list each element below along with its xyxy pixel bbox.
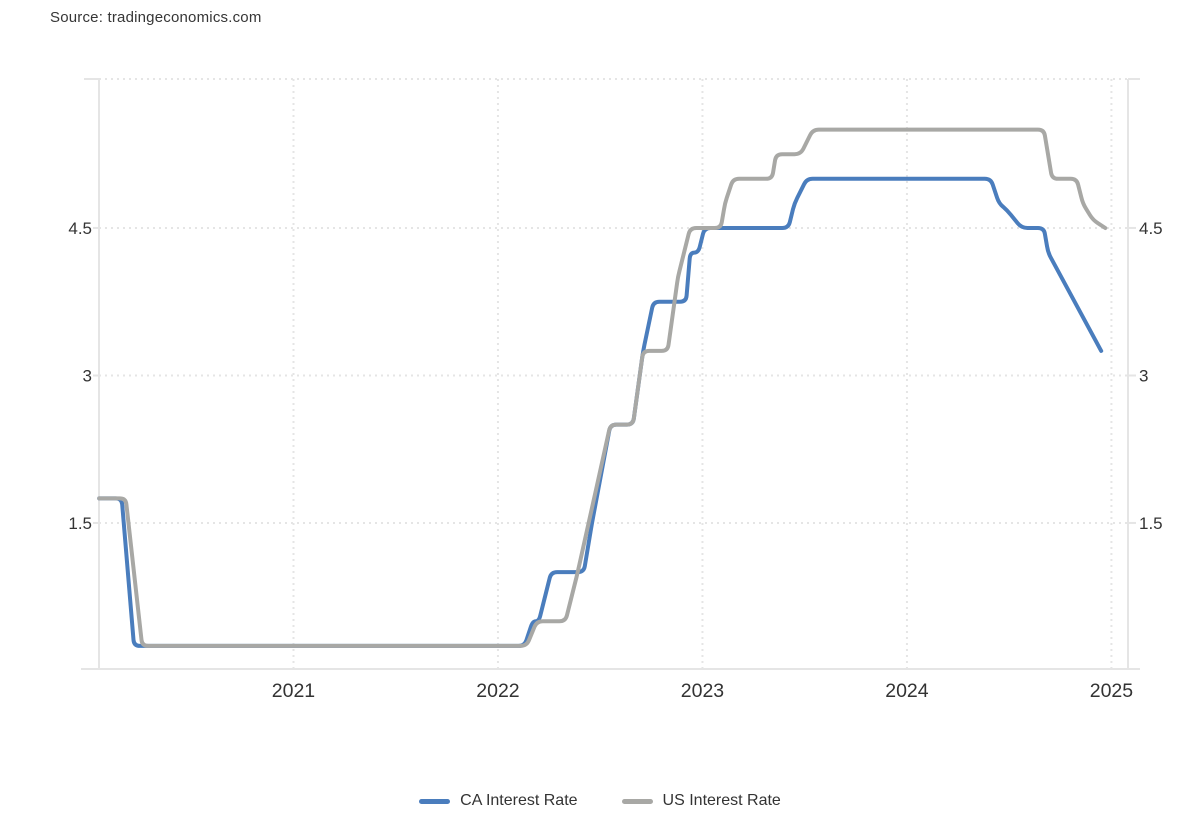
y-axis-label-left-1.5: 1.5 (68, 514, 92, 533)
us-series-legend-label: US Interest Rate (662, 792, 781, 809)
source-label: Source: tradingeconomics.com (50, 9, 262, 26)
y-axis-label-right-4.5: 4.5 (1139, 219, 1163, 238)
ca-series-line-marker (419, 798, 451, 804)
y-axis-label-right-1.5: 1.5 (1139, 514, 1163, 533)
legend-item-ca-interest-rate[interactable]: CA Interest Rate (419, 792, 578, 810)
legend-item-us-interest-rate[interactable]: US Interest Rate (621, 792, 781, 810)
x-axis-label-2022: 2022 (476, 680, 519, 702)
x-axis-label-2023: 2023 (681, 680, 724, 702)
y-axis-label-left-3: 3 (83, 366, 92, 385)
y-axis-label-right-3: 3 (1139, 366, 1148, 385)
interest-rate-chart-plot: 1.5 1.5 3 3 4.5 4.5 2021 2022 2023 2024 2025 (68, 78, 1163, 702)
ca-series-legend-label: CA Interest Rate (460, 792, 578, 809)
us-series-line-marker (621, 798, 653, 804)
series-line-ca-interest-rate (97, 176, 1104, 648)
x-axis-label-2024: 2024 (885, 680, 929, 702)
chart-legend: CA Interest Rate US Interest Rate (0, 792, 1200, 810)
x-axis-label-2021: 2021 (272, 680, 315, 702)
series-line-us-interest-rate (97, 127, 1108, 648)
x-axis-label-2025: 2025 (1090, 680, 1134, 702)
y-axis-label-left-4.5: 4.5 (68, 219, 92, 238)
